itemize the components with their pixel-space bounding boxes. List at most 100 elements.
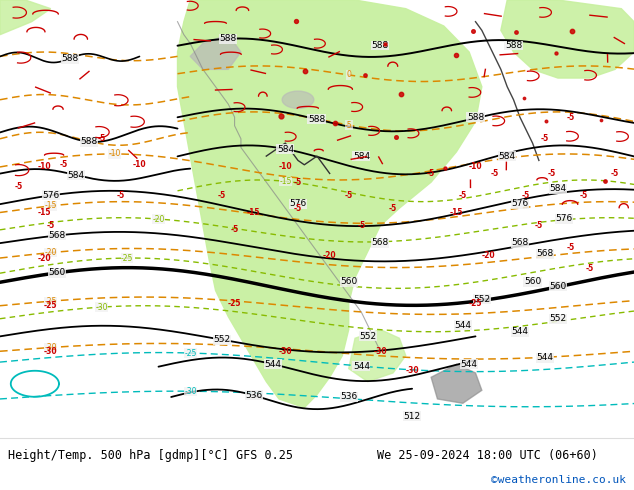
Polygon shape	[431, 364, 482, 403]
Text: -25: -25	[44, 296, 57, 306]
Text: -5: -5	[59, 160, 68, 169]
Text: -20: -20	[153, 215, 165, 223]
Text: 536: 536	[245, 391, 262, 400]
Text: -25: -25	[44, 301, 58, 310]
Text: 560: 560	[524, 277, 541, 286]
Text: -5: -5	[294, 204, 302, 213]
Text: 576: 576	[42, 191, 60, 200]
Text: 588: 588	[61, 54, 78, 63]
Text: -5: -5	[345, 121, 353, 129]
Text: -5: -5	[547, 169, 556, 178]
Polygon shape	[501, 0, 634, 78]
Text: 0: 0	[346, 71, 351, 79]
Text: 576: 576	[511, 199, 529, 208]
Text: -10: -10	[469, 163, 482, 172]
Text: 544: 544	[264, 360, 281, 368]
Text: 576: 576	[555, 215, 573, 223]
Text: -5: -5	[541, 134, 550, 143]
Text: -5: -5	[97, 134, 106, 143]
Text: -20: -20	[37, 253, 51, 263]
Text: -5: -5	[522, 191, 531, 199]
Text: -25: -25	[228, 299, 242, 308]
Text: -30: -30	[44, 343, 57, 352]
Text: 544: 544	[512, 327, 528, 336]
Text: -30: -30	[44, 347, 58, 356]
Text: -15: -15	[247, 208, 261, 217]
Text: -15: -15	[37, 208, 51, 217]
Text: -5: -5	[344, 191, 353, 199]
Text: -5: -5	[15, 182, 23, 191]
Text: -30: -30	[278, 347, 292, 356]
Text: 588: 588	[505, 41, 522, 50]
Text: -5: -5	[116, 191, 125, 199]
Text: 584: 584	[68, 171, 85, 180]
Text: 568: 568	[372, 238, 389, 247]
Polygon shape	[0, 0, 51, 35]
Text: -5: -5	[566, 113, 575, 122]
Text: 552: 552	[549, 314, 567, 323]
Text: -5: -5	[294, 178, 302, 187]
Text: -30: -30	[373, 347, 387, 356]
Text: -25: -25	[184, 348, 197, 358]
Text: -5: -5	[389, 204, 398, 213]
Text: 584: 584	[353, 151, 370, 161]
Text: 588: 588	[80, 137, 97, 146]
Text: -25: -25	[469, 299, 482, 308]
Ellipse shape	[282, 91, 314, 108]
Text: 552: 552	[473, 294, 491, 304]
Text: -10: -10	[133, 160, 146, 169]
Text: Height/Temp. 500 hPa [gdmp][°C] GFS 0.25: Height/Temp. 500 hPa [gdmp][°C] GFS 0.25	[8, 448, 293, 462]
Text: -5: -5	[566, 243, 575, 252]
Text: -15: -15	[44, 201, 57, 210]
Text: -5: -5	[46, 221, 55, 230]
Text: 536: 536	[340, 392, 358, 401]
Text: 552: 552	[214, 335, 231, 344]
Text: 584: 584	[498, 151, 516, 161]
Text: 568: 568	[511, 238, 529, 247]
Text: -30: -30	[184, 387, 197, 396]
Text: 544: 544	[353, 362, 370, 371]
Text: -15: -15	[280, 177, 292, 186]
Text: -5: -5	[427, 169, 436, 178]
Text: 512: 512	[403, 412, 421, 421]
Text: 544: 544	[461, 360, 477, 369]
Text: 560: 560	[340, 277, 358, 286]
Text: -5: -5	[230, 225, 239, 234]
Text: 588: 588	[372, 41, 389, 50]
Text: 560: 560	[549, 282, 567, 291]
Text: 576: 576	[289, 199, 307, 208]
Text: -5: -5	[611, 169, 619, 178]
Text: -5: -5	[217, 191, 226, 199]
Text: 544: 544	[537, 353, 553, 362]
Text: -5: -5	[579, 191, 588, 199]
Text: ©weatheronline.co.uk: ©weatheronline.co.uk	[491, 475, 626, 485]
Polygon shape	[190, 35, 241, 70]
Text: 588: 588	[467, 113, 484, 122]
Text: We 25-09-2024 18:00 UTC (06+60): We 25-09-2024 18:00 UTC (06+60)	[377, 448, 598, 462]
Text: -5: -5	[357, 221, 366, 230]
Text: -15: -15	[450, 208, 463, 217]
Text: -20: -20	[481, 251, 495, 260]
Text: -20: -20	[44, 248, 57, 257]
Text: -30: -30	[95, 303, 108, 312]
Text: -25: -25	[121, 253, 133, 263]
Text: 568: 568	[536, 249, 554, 258]
Text: -30: -30	[405, 366, 419, 375]
Text: -10: -10	[278, 163, 292, 172]
Text: 588: 588	[219, 34, 236, 43]
Text: 560: 560	[49, 269, 66, 277]
Text: 588: 588	[308, 115, 325, 124]
Text: 544: 544	[455, 321, 471, 330]
Text: -20: -20	[323, 251, 337, 260]
Text: -5: -5	[534, 221, 543, 230]
Text: 568: 568	[49, 231, 66, 240]
Text: -5: -5	[490, 169, 499, 178]
Text: 552: 552	[359, 332, 377, 341]
Text: -10: -10	[37, 163, 51, 172]
Text: -10: -10	[108, 149, 120, 158]
Text: -5: -5	[458, 191, 467, 199]
Text: -5: -5	[585, 265, 594, 273]
Text: 584: 584	[549, 184, 567, 193]
Polygon shape	[178, 0, 482, 408]
Polygon shape	[349, 330, 406, 382]
